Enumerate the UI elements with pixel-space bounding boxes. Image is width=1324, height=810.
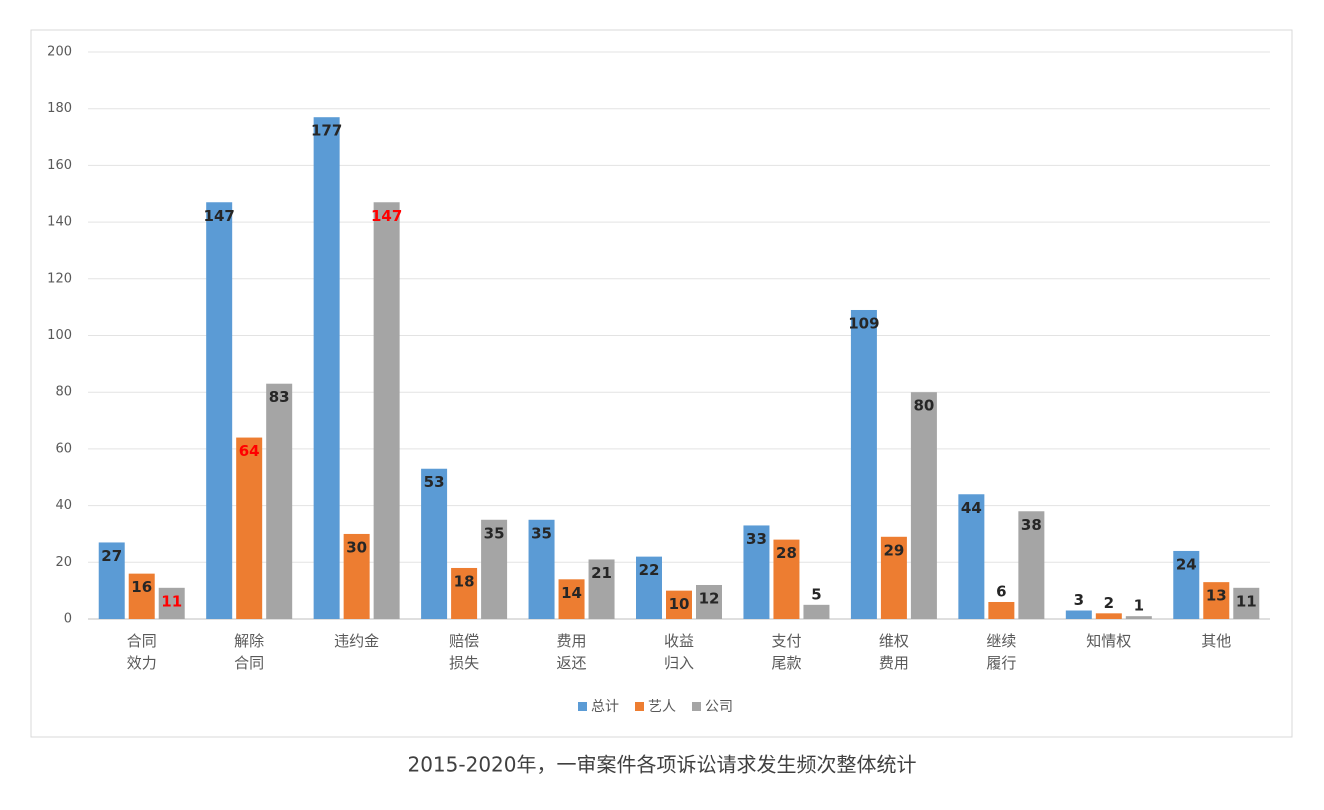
data-label: 11: [161, 592, 182, 610]
bar: [850, 309, 877, 619]
bar: [803, 604, 830, 619]
bar: [743, 525, 770, 619]
data-label: 35: [531, 524, 552, 542]
bar: [958, 494, 985, 619]
y-tick-label: 200: [47, 45, 72, 60]
data-label: 27: [101, 547, 122, 565]
bar: [266, 383, 293, 619]
data-label: 109: [848, 314, 879, 332]
data-label: 22: [639, 561, 660, 579]
bar: [236, 437, 263, 619]
bar: [666, 590, 692, 619]
data-label: 16: [131, 578, 152, 596]
y-tick-label: 40: [55, 498, 72, 513]
data-label: 18: [454, 572, 475, 590]
chart-title: 2015-2020年，一审案件各项诉讼请求发生频次整体统计: [407, 753, 916, 777]
legend-label: 艺人: [648, 699, 676, 715]
x-tick-label: 费用 返还: [556, 632, 587, 672]
data-label: 64: [239, 442, 260, 460]
bar: [1203, 582, 1230, 619]
data-label: 28: [776, 544, 797, 562]
y-tick-label: 140: [47, 215, 72, 230]
bar: [773, 539, 800, 619]
data-label: 29: [883, 541, 904, 559]
data-label: 12: [699, 589, 720, 607]
data-label: 33: [746, 530, 767, 548]
y-tick-label: 20: [55, 555, 72, 570]
data-label: 44: [961, 499, 982, 517]
x-tick-label: 知情权: [1086, 632, 1132, 650]
data-label: 147: [204, 207, 235, 225]
data-label: 38: [1021, 516, 1042, 534]
legend-swatch: [578, 702, 587, 711]
x-tick-label: 收益 归入: [663, 632, 694, 672]
y-tick-label: 160: [47, 158, 72, 173]
bar: [1173, 550, 1200, 619]
bar: [1095, 613, 1122, 619]
x-tick-label: 合同 效力: [126, 632, 157, 672]
y-tick-label: 180: [47, 101, 72, 116]
x-tick-label: 支付 尾款: [771, 632, 802, 672]
bar: [158, 587, 185, 619]
bar: [528, 519, 555, 619]
data-label: 13: [1206, 587, 1227, 605]
data-label: 3: [1074, 591, 1084, 609]
data-label: 177: [311, 122, 342, 140]
data-label: 14: [561, 584, 582, 602]
y-tick-label: 120: [47, 271, 72, 286]
legend-label: 总计: [591, 699, 619, 715]
x-tick-label: 维权 费用: [878, 632, 909, 672]
data-label: 2: [1104, 594, 1114, 612]
x-tick-label: 赔偿 损失: [449, 632, 480, 672]
bar: [1125, 616, 1152, 619]
data-label: 83: [269, 388, 290, 406]
data-label: 6: [996, 582, 1006, 600]
bar: [451, 567, 478, 619]
data-label: 11: [1236, 592, 1257, 610]
bar: [636, 556, 662, 619]
data-label: 147: [371, 207, 402, 225]
data-label: 21: [591, 564, 612, 582]
data-label: 5: [811, 585, 821, 603]
bar: [313, 117, 340, 619]
x-tick-label: 违约金: [334, 632, 380, 650]
bar: [880, 536, 907, 619]
y-tick-label: 60: [55, 441, 72, 456]
bar: [1018, 511, 1045, 619]
y-tick-label: 80: [55, 385, 72, 400]
legend-swatch: [692, 702, 701, 711]
data-label: 24: [1176, 555, 1197, 573]
bar: [206, 202, 233, 619]
bar: [1233, 587, 1260, 619]
bar: [98, 542, 125, 619]
y-tick-label: 100: [47, 328, 72, 343]
bar: [1065, 610, 1092, 619]
legend-swatch: [635, 702, 644, 711]
legend-label: 公司: [705, 699, 733, 715]
x-tick-label: 其他: [1201, 632, 1232, 650]
bar: [481, 519, 508, 619]
bar: [588, 559, 615, 619]
bar: [988, 601, 1015, 619]
y-tick-label: 0: [64, 612, 72, 627]
data-label: 30: [346, 538, 367, 556]
bar: [696, 584, 722, 619]
data-label: 10: [669, 595, 690, 613]
data-label: 53: [424, 473, 445, 491]
bar: [421, 468, 448, 619]
bar: [128, 573, 155, 619]
bar: [910, 392, 937, 619]
x-tick-label: 继续 履行: [986, 632, 1017, 672]
bar: [343, 533, 370, 619]
x-tick-label: 解除 合同: [234, 632, 265, 672]
data-label: 80: [913, 397, 934, 415]
bar: [558, 579, 585, 619]
data-label: 1: [1134, 597, 1144, 615]
bar: [373, 202, 400, 619]
data-label: 35: [484, 524, 505, 542]
